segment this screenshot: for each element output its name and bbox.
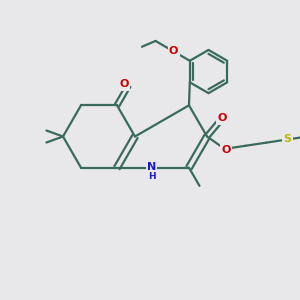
Text: H: H	[148, 172, 155, 181]
Text: S: S	[284, 134, 292, 145]
Text: O: O	[221, 146, 231, 155]
Text: N: N	[147, 162, 156, 172]
Text: O: O	[119, 79, 128, 89]
Text: O: O	[218, 113, 227, 124]
Text: O: O	[169, 46, 178, 56]
